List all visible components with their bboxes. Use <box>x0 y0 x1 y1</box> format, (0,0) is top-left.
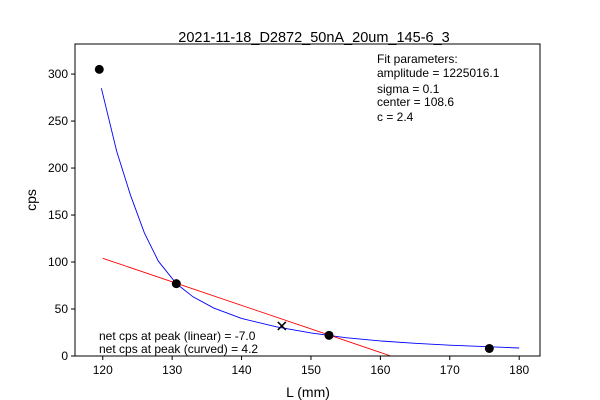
data-point-2 <box>324 330 334 340</box>
y-tick-label: 200 <box>48 161 68 175</box>
x-tick-label: 130 <box>162 363 182 377</box>
x-tick-label: 180 <box>509 363 529 377</box>
y-tick-label: 0 <box>61 349 68 363</box>
fit-parameter-c: c = 2.4 <box>377 110 414 124</box>
fit-parameter-center: center = 108.6 <box>377 95 454 109</box>
net-cps-annotations: net cps at peak (linear) = -7.0 net cps … <box>99 329 258 356</box>
chart-title: 2021-11-18_D2872_50nA_20um_145-6_3 <box>178 30 449 46</box>
x-tick-label: 170 <box>440 363 460 377</box>
y-axis-label: cps <box>23 189 39 211</box>
fit-parameter-sigma: sigma = 0.1 <box>377 82 440 96</box>
x-tick-label: 140 <box>232 363 252 377</box>
y-tick-label: 300 <box>48 67 68 81</box>
y-tick-label: 100 <box>48 255 68 269</box>
data-point-1 <box>171 279 181 289</box>
y-tick-label: 250 <box>48 114 68 128</box>
plot-area <box>94 64 520 357</box>
fit-parameter-amplitude: amplitude = 1225016.1 <box>377 66 500 80</box>
net-cps-curved-label: net cps at peak (curved) = 4.2 <box>99 342 258 356</box>
fit-parameters-heading: Fit parameters: <box>377 52 458 66</box>
x-axis: 120 130 140 150 160 170 180 <box>93 356 530 377</box>
x-tick-label: 160 <box>370 363 390 377</box>
y-axis: 0 50 100 150 200 250 300 <box>48 67 75 363</box>
curved-fit-line <box>100 88 520 349</box>
x-tick-label: 120 <box>93 363 113 377</box>
net-cps-linear-label: net cps at peak (linear) = -7.0 <box>99 329 256 343</box>
y-tick-label: 50 <box>55 302 69 316</box>
x-tick-label: 150 <box>301 363 321 377</box>
linear-fit-line <box>102 257 391 357</box>
peak-marker <box>277 321 287 331</box>
plot-frame <box>74 43 541 357</box>
data-point-3 <box>484 343 494 353</box>
y-tick-label: 150 <box>48 208 68 222</box>
data-point-0 <box>94 64 104 74</box>
fit-parameters-box: Fit parameters: amplitude = 1225016.1 si… <box>377 52 500 124</box>
x-axis-label: L (mm) <box>286 384 330 400</box>
